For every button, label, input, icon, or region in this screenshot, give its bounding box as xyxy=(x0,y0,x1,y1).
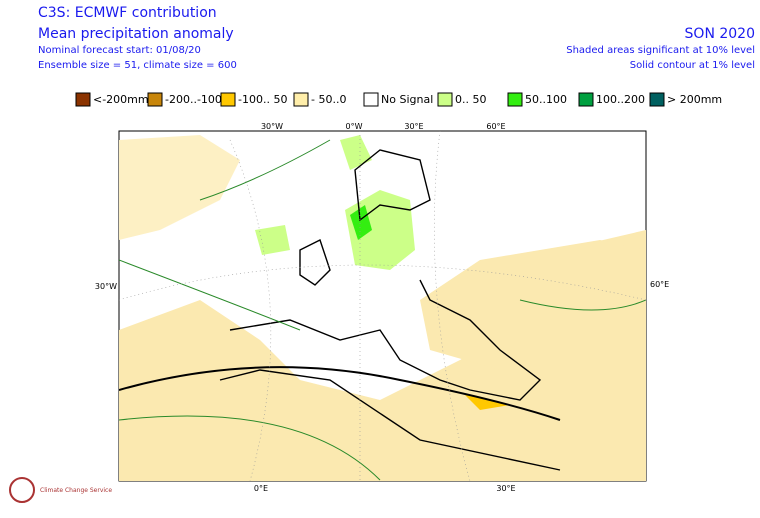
lon-label: 0°E xyxy=(254,484,268,493)
contour xyxy=(119,366,561,421)
legend: <-200mm -200..-100 -100.. 50 - 50..0 No Sign… xyxy=(75,92,722,107)
legend-label: -100.. 50 xyxy=(238,93,287,106)
legend-label: 100..200 xyxy=(596,93,645,106)
wet-area xyxy=(350,205,372,240)
logo-text: Climate Change Service xyxy=(40,487,112,494)
legend-label: <-200mm xyxy=(93,93,149,106)
coastline xyxy=(219,149,561,471)
legend-label: - 50..0 xyxy=(311,93,346,106)
wet-area xyxy=(340,135,372,170)
logo-mark xyxy=(9,477,35,503)
legend-swatch xyxy=(363,92,379,107)
lon-label: 30°W xyxy=(261,122,283,131)
legend-label: 0.. 50 xyxy=(455,93,487,106)
contour-note: Solid contour at 1% level xyxy=(630,60,755,71)
dry-area xyxy=(119,230,646,481)
shading-note: Shaded areas significant at 10% level xyxy=(566,45,755,56)
legend-swatch xyxy=(220,92,236,107)
subtitle: Mean precipitation anomaly xyxy=(38,26,234,42)
lon-label: 30°E xyxy=(404,122,423,131)
legend-label: > 200mm xyxy=(667,93,722,106)
lon-label: 60°E xyxy=(486,122,505,131)
legend-label: 50..100 xyxy=(525,93,567,106)
lat-label: 30°W xyxy=(95,282,117,291)
legend-label: No Signal xyxy=(381,93,433,106)
legend-swatch xyxy=(293,92,309,107)
legend-swatch xyxy=(147,92,163,107)
legend-swatch xyxy=(649,92,665,107)
contour xyxy=(119,139,646,481)
dry-area xyxy=(420,240,646,370)
season: SON 2020 xyxy=(685,26,755,42)
legend-swatch xyxy=(437,92,453,107)
map: 30°W 0°W 30°E 60°E 30°W 60°E 0°E 30°E xyxy=(95,122,669,493)
legend-swatch xyxy=(507,92,523,107)
legend-label: -200..-100 xyxy=(165,93,222,106)
forecast-start: Nominal forecast start: 01/08/20 xyxy=(38,45,201,56)
title: C3S: ECMWF contribution xyxy=(38,5,217,21)
wet-area xyxy=(255,225,290,255)
lon-label: 0°W xyxy=(346,122,363,131)
dry-area xyxy=(465,395,510,410)
legend-swatch xyxy=(578,92,594,107)
lon-label: 60°E xyxy=(650,280,669,289)
ensemble: Ensemble size = 51, climate size = 600 xyxy=(38,60,237,71)
dry-area xyxy=(119,135,240,240)
lon-label: 30°E xyxy=(496,484,515,493)
legend-swatch xyxy=(75,92,91,107)
